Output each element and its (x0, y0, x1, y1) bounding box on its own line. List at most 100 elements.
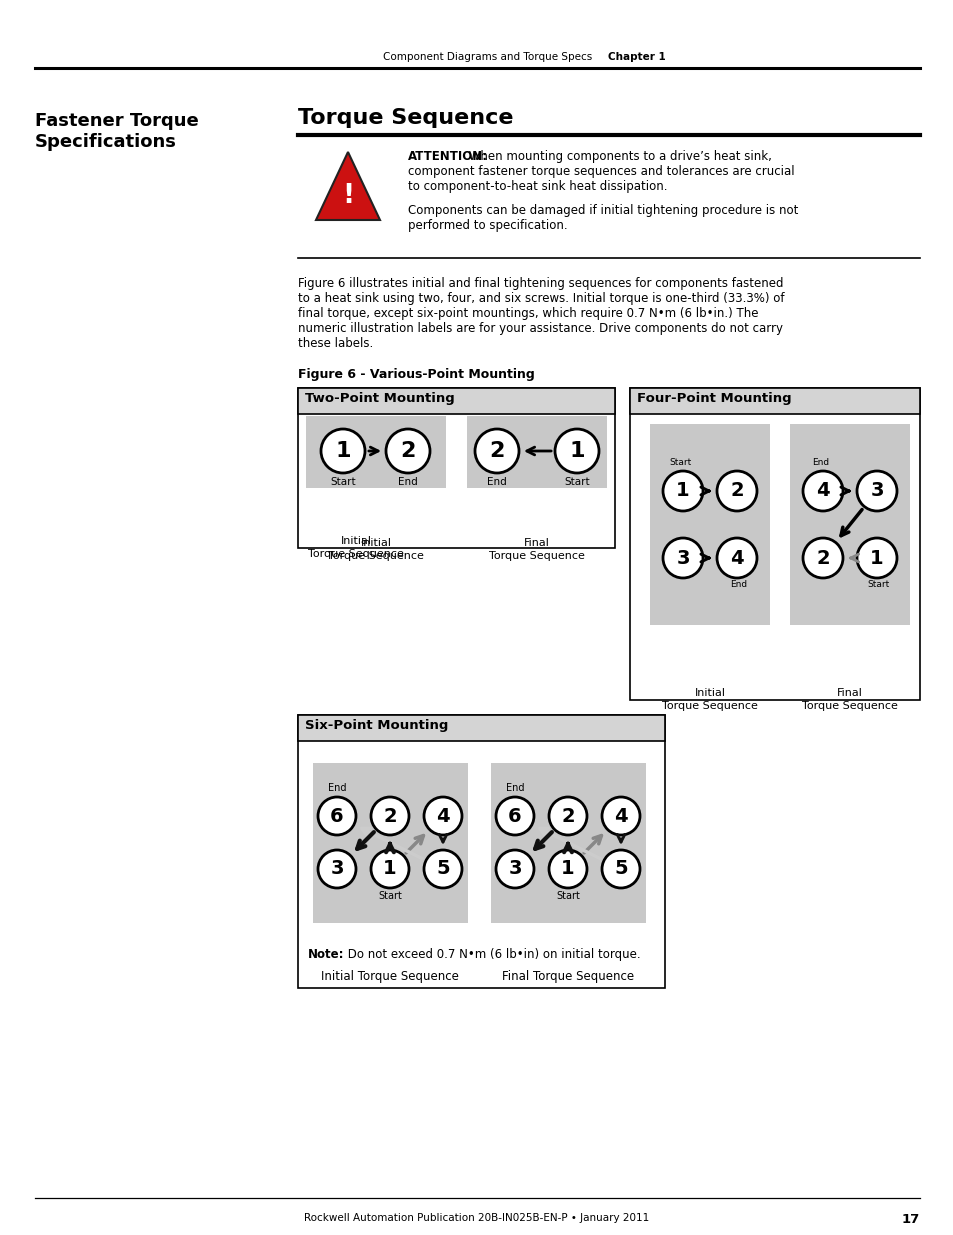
Circle shape (423, 850, 461, 888)
Circle shape (856, 471, 896, 511)
Text: Start: Start (556, 890, 579, 902)
Text: Components can be damaged if initial tightening procedure is not: Components can be damaged if initial tig… (408, 204, 798, 217)
Text: 1: 1 (560, 860, 575, 878)
Text: 3: 3 (869, 482, 882, 500)
Circle shape (548, 850, 586, 888)
Circle shape (717, 471, 757, 511)
Text: Six-Point Mounting: Six-Point Mounting (305, 719, 448, 732)
Circle shape (601, 797, 639, 835)
Text: 6: 6 (508, 806, 521, 825)
Text: End: End (328, 783, 346, 793)
Text: to component-to-heat sink heat dissipation.: to component-to-heat sink heat dissipati… (408, 180, 667, 193)
Text: Initial
Torque Sequence: Initial Torque Sequence (328, 538, 423, 561)
Text: End: End (397, 477, 417, 487)
Text: ATTENTION:: ATTENTION: (408, 149, 488, 163)
FancyBboxPatch shape (649, 424, 769, 625)
FancyBboxPatch shape (297, 388, 615, 548)
Circle shape (475, 429, 518, 473)
Text: Two-Point Mounting: Two-Point Mounting (305, 391, 455, 405)
Text: numeric illustration labels are for your assistance. Drive components do not car: numeric illustration labels are for your… (297, 322, 782, 335)
Circle shape (496, 850, 534, 888)
Text: 2: 2 (729, 482, 743, 500)
Circle shape (802, 538, 842, 578)
FancyBboxPatch shape (789, 424, 909, 625)
Text: Do not exceed 0.7 N•m (6 lb•in) on initial torque.: Do not exceed 0.7 N•m (6 lb•in) on initi… (344, 948, 640, 961)
Text: Component Diagrams and Torque Specs: Component Diagrams and Torque Specs (382, 52, 592, 62)
Text: 4: 4 (614, 806, 627, 825)
Text: Four-Point Mounting: Four-Point Mounting (637, 391, 791, 405)
Text: 2: 2 (816, 548, 829, 568)
Text: Start: Start (330, 477, 355, 487)
Text: 1: 1 (383, 860, 396, 878)
Circle shape (548, 797, 586, 835)
Circle shape (386, 429, 430, 473)
Circle shape (317, 797, 355, 835)
Text: 1: 1 (335, 441, 351, 461)
Text: these labels.: these labels. (297, 337, 373, 350)
Text: Fastener Torque: Fastener Torque (35, 112, 198, 130)
Text: Start: Start (563, 477, 589, 487)
Circle shape (320, 429, 365, 473)
Text: Start: Start (867, 580, 889, 589)
Text: Figure 6 - Various-Point Mounting: Figure 6 - Various-Point Mounting (297, 368, 535, 382)
Text: Final Torque Sequence: Final Torque Sequence (501, 969, 634, 983)
FancyBboxPatch shape (313, 763, 468, 923)
Text: 6: 6 (330, 806, 343, 825)
FancyBboxPatch shape (491, 763, 645, 923)
Text: 3: 3 (330, 860, 343, 878)
FancyBboxPatch shape (467, 416, 606, 488)
FancyBboxPatch shape (306, 416, 446, 488)
Text: 3: 3 (508, 860, 521, 878)
Text: 2: 2 (400, 441, 416, 461)
Text: Start: Start (669, 458, 691, 467)
Text: Final
Torque Sequence: Final Torque Sequence (801, 688, 897, 711)
Text: Specifications: Specifications (35, 133, 176, 151)
Text: performed to specification.: performed to specification. (408, 219, 567, 232)
Text: Chapter 1: Chapter 1 (607, 52, 665, 62)
Text: Figure 6 illustrates initial and final tightening sequences for components faste: Figure 6 illustrates initial and final t… (297, 277, 782, 290)
Text: Final
Torque Sequence: Final Torque Sequence (489, 538, 584, 561)
Text: final torque, except six-point mountings, which require 0.7 N•m (6 lb•in.) The: final torque, except six-point mountings… (297, 308, 758, 320)
Circle shape (802, 471, 842, 511)
FancyBboxPatch shape (629, 388, 919, 700)
Text: End: End (505, 783, 524, 793)
Text: Initial
Torque Sequence: Initial Torque Sequence (308, 536, 403, 558)
Circle shape (371, 797, 409, 835)
Text: 4: 4 (436, 806, 450, 825)
Circle shape (662, 538, 702, 578)
Text: 1: 1 (869, 548, 882, 568)
Circle shape (371, 850, 409, 888)
FancyBboxPatch shape (297, 715, 664, 741)
FancyBboxPatch shape (629, 388, 919, 414)
Text: 5: 5 (614, 860, 627, 878)
Text: 3: 3 (676, 548, 689, 568)
Circle shape (317, 850, 355, 888)
Text: to a heat sink using two, four, and six screws. Initial torque is one-third (33.: to a heat sink using two, four, and six … (297, 291, 783, 305)
Circle shape (423, 797, 461, 835)
Text: !: ! (341, 183, 354, 209)
Circle shape (662, 471, 702, 511)
Text: Note:: Note: (308, 948, 344, 961)
Text: 17: 17 (901, 1213, 919, 1226)
Text: Rockwell Automation Publication 20B-IN025B-EN-P • January 2011: Rockwell Automation Publication 20B-IN02… (304, 1213, 649, 1223)
Text: End: End (812, 458, 829, 467)
Text: Initial Torque Sequence: Initial Torque Sequence (321, 969, 458, 983)
Text: Start: Start (377, 890, 401, 902)
Circle shape (856, 538, 896, 578)
Text: End: End (730, 580, 747, 589)
Circle shape (601, 850, 639, 888)
Polygon shape (315, 152, 379, 220)
Text: Initial
Torque Sequence: Initial Torque Sequence (661, 688, 757, 711)
FancyBboxPatch shape (297, 715, 664, 988)
Text: 1: 1 (676, 482, 689, 500)
Text: 2: 2 (489, 441, 504, 461)
Text: 1: 1 (569, 441, 584, 461)
Text: End: End (487, 477, 506, 487)
Text: When mounting components to a drive’s heat sink,: When mounting components to a drive’s he… (464, 149, 771, 163)
Circle shape (555, 429, 598, 473)
Text: 2: 2 (383, 806, 396, 825)
Circle shape (496, 797, 534, 835)
Text: component fastener torque sequences and tolerances are crucial: component fastener torque sequences and … (408, 165, 794, 178)
Text: 4: 4 (729, 548, 743, 568)
Text: Torque Sequence: Torque Sequence (297, 107, 513, 128)
